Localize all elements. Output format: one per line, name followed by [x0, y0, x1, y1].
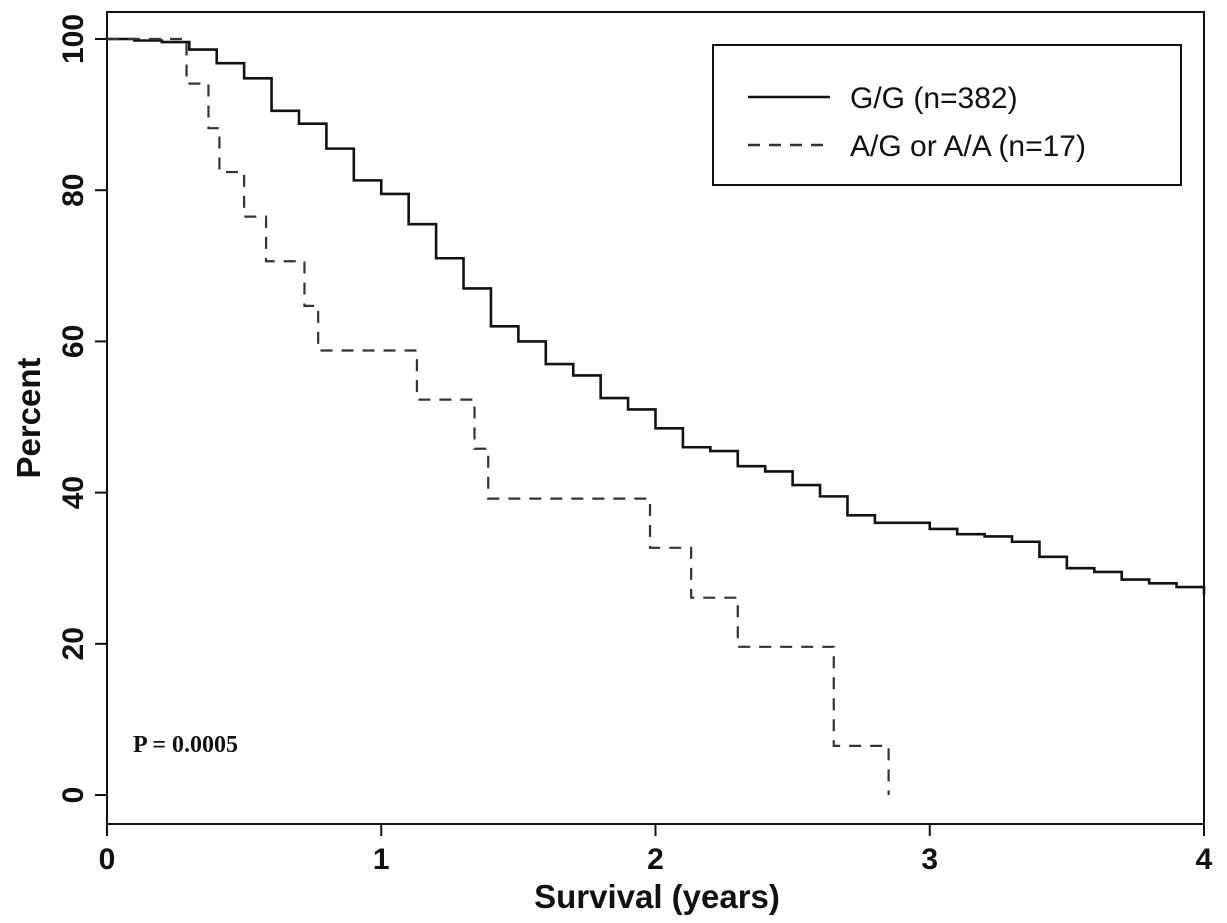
series-layer	[107, 37, 1206, 795]
x-tick-label: 4	[1196, 843, 1213, 876]
legend-entry-gg: G/G (n=382)	[850, 82, 1018, 115]
y-tick-label: 60	[57, 325, 90, 358]
series-line-gg	[107, 37, 1206, 595]
y-tick-label: 100	[57, 14, 90, 64]
x-tick-label: 0	[99, 843, 116, 876]
y-tick-label: 80	[57, 174, 90, 207]
x-tick-label: 3	[921, 843, 938, 876]
x-tick-label: 2	[647, 843, 664, 876]
y-axis-label: Percent	[10, 357, 47, 478]
legend: G/G (n=382) A/G or A/A (n=17)	[712, 44, 1182, 186]
legend-box	[712, 44, 1182, 186]
x-axis-label: Survival (years)	[534, 878, 780, 915]
x-axis-ticks: 0 1 2 3 4	[99, 824, 1213, 876]
legend-entry-ag-aa: A/G or A/A (n=17)	[850, 130, 1086, 163]
y-tick-label: 0	[57, 787, 90, 804]
p-value-annotation: P = 0.0005	[133, 732, 238, 758]
x-tick-label: 1	[373, 843, 390, 876]
y-tick-label: 40	[57, 476, 90, 509]
y-axis-ticks: 0 20 40 60 80 100	[57, 14, 107, 803]
y-tick-label: 20	[57, 627, 90, 660]
